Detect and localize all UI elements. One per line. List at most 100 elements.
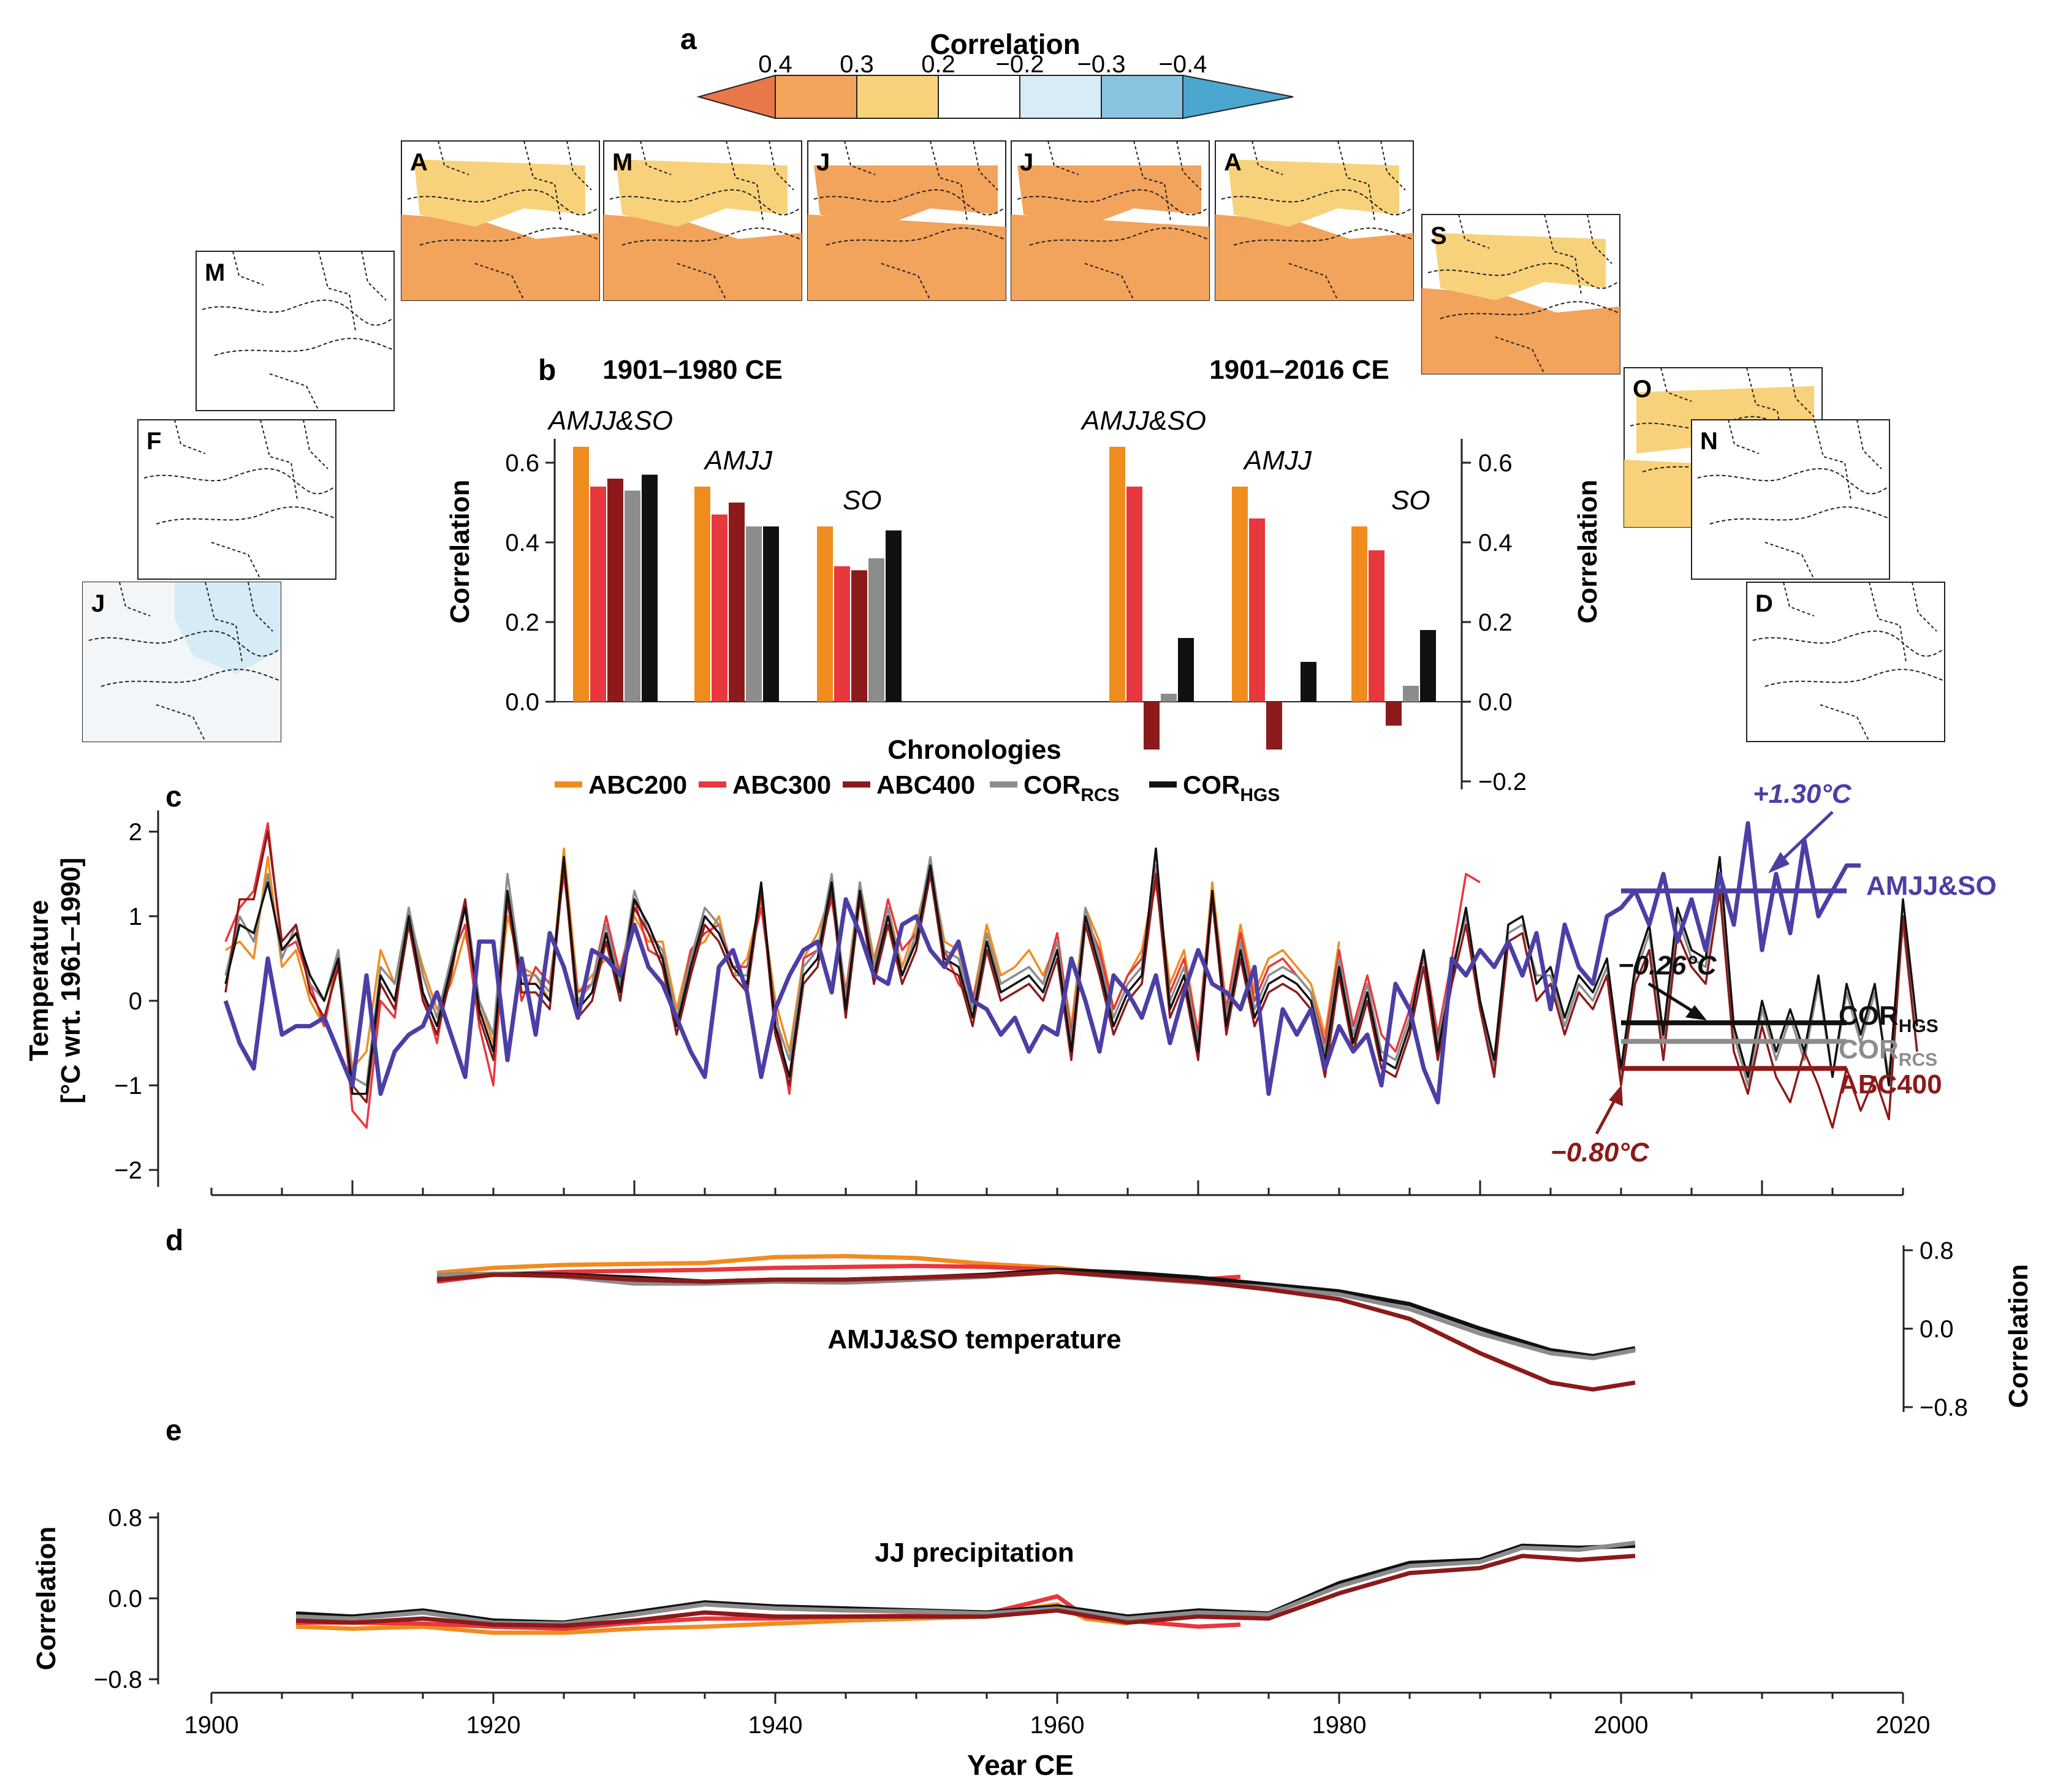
map-coastline	[1440, 301, 1619, 319]
c-arrowhead-abc400	[1609, 1085, 1623, 1106]
period-title-1: 1901–1980 CE	[602, 355, 783, 385]
b-group-label: AMJJ	[1242, 446, 1312, 476]
map-correlation-fill	[1011, 215, 1209, 300]
map-frame	[196, 251, 395, 411]
legend-label-ABC200: ABC200	[588, 770, 687, 799]
bar-COR_RCS	[746, 526, 762, 702]
map-borders	[1728, 419, 1815, 580]
c-ylabel-2: [°C wrt. 1961–1990]	[56, 857, 86, 1104]
hgs-mean-label: −0.26°C	[1618, 951, 1717, 981]
b-ylabel-left: Correlation	[445, 480, 475, 624]
panel-label-b: b	[538, 354, 556, 387]
map-correlation-fill	[1228, 159, 1399, 227]
colorbar-tick: −0.2	[996, 51, 1044, 78]
bar-ABC300	[590, 487, 606, 702]
map-month-label: J	[1020, 149, 1033, 176]
rcs-label: CORRCS	[1839, 1035, 1937, 1070]
d-y-ticklabel: −0.8	[1920, 1394, 1968, 1421]
amjjso-label: AMJJ&SO	[1866, 871, 1997, 901]
bar-ABC400	[1144, 702, 1160, 750]
bar-ABC300	[834, 566, 850, 702]
map-frame	[1746, 582, 1945, 742]
b-right-ticklabel: −0.2	[1478, 769, 1527, 795]
map-coastline	[202, 299, 393, 326]
map-S-8: S	[1421, 214, 1620, 374]
bar-COR_HGS	[1420, 630, 1436, 702]
map-coastline	[214, 338, 393, 356]
b-ylabel-right: Correlation	[1573, 480, 1603, 624]
map-correlation-fill	[401, 215, 599, 300]
map-J-5: J	[807, 140, 1006, 301]
colorbar-tick: −0.4	[1159, 51, 1207, 78]
colorbar-segment	[1101, 75, 1183, 119]
legend-label-COR_HGS: CORHGS	[1183, 770, 1280, 805]
colorbar-tick: 0.3	[840, 51, 874, 78]
b-left-ticklabel: 0.0	[505, 689, 539, 716]
e-x-ticklabel: 2020	[1876, 1712, 1931, 1739]
map-month-label: M	[612, 149, 632, 176]
map-D-11: D	[1746, 582, 1945, 742]
map-borders	[1251, 140, 1339, 301]
bar-ABC300	[712, 514, 727, 702]
chronologies-title: Chronologies	[887, 735, 1061, 765]
c-series-ABC300	[224, 822, 1481, 1129]
e-y-ticklabel: 0.8	[108, 1505, 142, 1532]
colorbar-tick: 0.2	[921, 51, 955, 78]
e-y-ticklabel: −0.8	[94, 1666, 142, 1693]
e-x-ticklabel: 1900	[184, 1712, 239, 1739]
map-month-label: S	[1430, 222, 1447, 249]
map-coastline	[1233, 227, 1412, 246]
map-coastline	[156, 506, 335, 525]
bar-ABC400	[1386, 702, 1402, 726]
colorbar-title: Correlation	[930, 28, 1080, 60]
b-group-label: AMJJ&SO	[547, 406, 673, 436]
b-right-ticklabel: 0.6	[1478, 450, 1513, 477]
d-series-ABC200	[436, 1254, 1128, 1277]
bar-ABC200	[1109, 447, 1125, 702]
map-month-label: A	[1224, 149, 1242, 176]
map-frame	[137, 419, 336, 580]
map-borders	[1783, 582, 1870, 742]
colorbar-right-arrow	[1182, 74, 1294, 120]
legend: ABC200 ABC300 ABC400 CORRCS CORHGS	[555, 770, 1280, 805]
map-correlation-fill	[1422, 288, 1620, 374]
map-frame	[1691, 419, 1890, 580]
map-coastline	[609, 189, 800, 216]
map-coastline	[1709, 506, 1888, 525]
colorbar-segment	[938, 75, 1020, 119]
panel-label-c: c	[165, 781, 182, 813]
map-correlation-fill	[604, 215, 802, 300]
colorbar-segment	[775, 75, 857, 119]
b-right-ticklabel: 0.0	[1478, 689, 1513, 716]
colorbar-segment	[856, 75, 939, 119]
abc400-label: ABC400	[1839, 1069, 1942, 1099]
e-x-ticklabel: 1980	[1312, 1712, 1367, 1739]
e-x-ticklabel: 1920	[466, 1712, 521, 1739]
map-M-2: M	[196, 251, 395, 411]
map-coastline	[1752, 630, 1943, 657]
legend-label-ABC300: ABC300	[732, 770, 831, 799]
map-F-1: F	[137, 419, 336, 580]
map-borders	[1133, 140, 1202, 221]
line-chart-e: 0.8 0.0 −0.8 1900 1920 1940 1960 1980 2000 2020	[94, 1505, 1930, 1739]
d-series-ABC400	[436, 1269, 1636, 1392]
map-coastline	[407, 189, 598, 216]
c-y-ticklabel: 2	[129, 819, 142, 846]
map-correlation-fill	[808, 215, 1006, 300]
map-coastline	[1427, 262, 1619, 289]
amjjso-mean-label: +1.30°C	[1753, 779, 1852, 809]
map-coastline	[813, 189, 1005, 216]
map-borders	[930, 140, 998, 221]
b-right-ticklabel: 0.2	[1478, 609, 1513, 636]
d-y-ticklabel: 0.8	[1920, 1237, 1954, 1264]
colorbar-left-arrow	[696, 74, 776, 120]
map-coastline	[101, 669, 279, 687]
bar-COR_RCS	[1161, 694, 1177, 702]
colorbar-segment	[1019, 75, 1102, 119]
e-series-ABC400	[295, 1554, 1636, 1628]
b-right-ticklabel: 0.4	[1478, 530, 1513, 556]
c-series-COR_HGS	[224, 847, 1918, 1095]
map-month-label: A	[410, 149, 428, 176]
c-y-ticklabel: 1	[129, 903, 142, 930]
